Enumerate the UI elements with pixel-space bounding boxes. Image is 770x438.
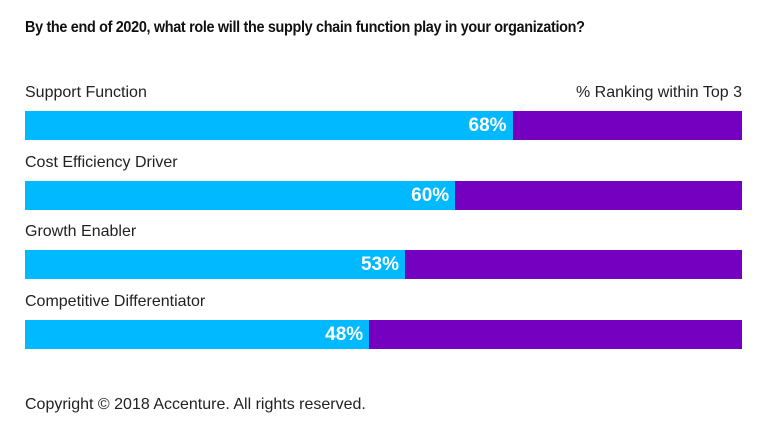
bar-value: 60% xyxy=(25,181,456,210)
bar-value: 53% xyxy=(25,250,405,279)
bar-remainder: 53% xyxy=(25,250,742,279)
category-label: Support Function xyxy=(25,84,147,101)
bar-value-label: 68% xyxy=(468,115,507,136)
chart-title: By the end of 2020, what role will the s… xyxy=(25,19,585,36)
bar-remainder: 60% xyxy=(25,181,742,210)
bar-value: 48% xyxy=(25,320,370,349)
category-label: Growth Enabler xyxy=(25,223,137,240)
copyright-text: Copyright © 2018 Accenture. All rights r… xyxy=(25,396,366,413)
bar-remainder: 68% xyxy=(25,111,742,140)
bar-value-label: 60% xyxy=(411,185,450,206)
bar-value-label: 48% xyxy=(325,324,364,345)
bar-remainder: 48% xyxy=(25,320,742,349)
bar-value: 68% xyxy=(25,111,513,140)
category-label: Competitive Differentiator xyxy=(25,293,206,310)
category-label: Cost Efficiency Driver xyxy=(25,154,178,171)
bar-value-label: 53% xyxy=(360,254,399,275)
legend-label: % Ranking within Top 3 xyxy=(575,84,742,101)
